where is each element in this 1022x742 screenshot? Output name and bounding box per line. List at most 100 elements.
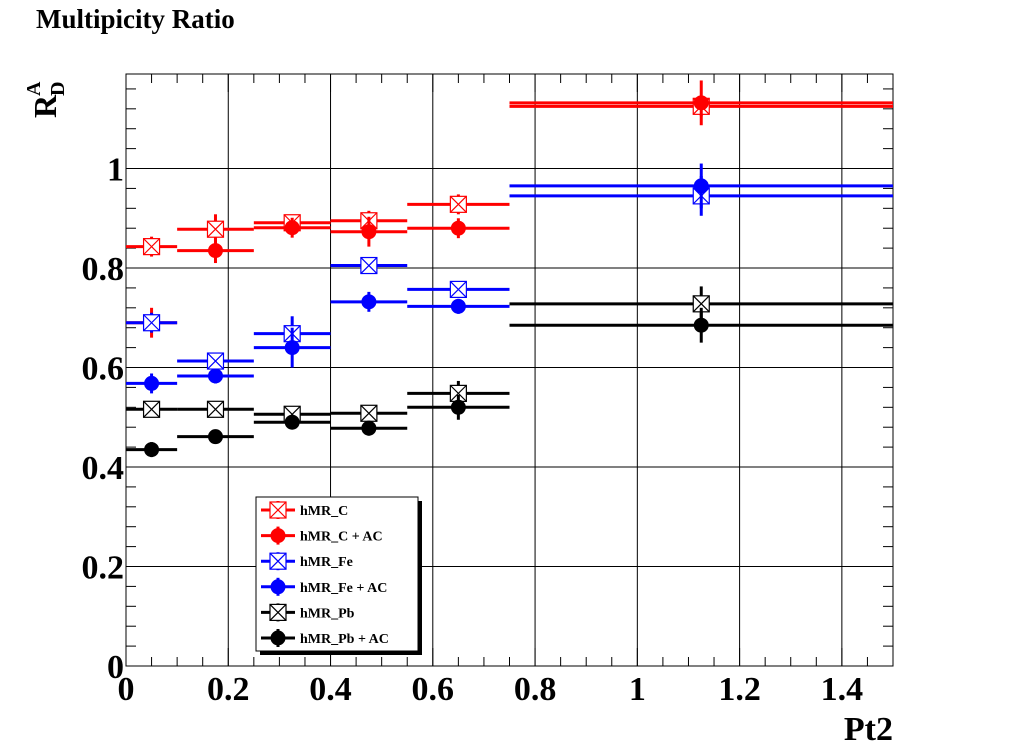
point-marker <box>207 368 223 384</box>
series-hmr-fe-ac <box>126 163 893 394</box>
data-point <box>407 218 510 239</box>
point-marker <box>361 420 377 436</box>
legend-label: hMR_Fe + AC <box>300 581 387 596</box>
data-point <box>407 194 510 215</box>
marker-cross <box>143 400 160 418</box>
data-series <box>126 80 893 458</box>
legend-label: hMR_Fe <box>300 555 353 570</box>
point-marker <box>693 95 709 111</box>
legend-entry: hMR_C + AC <box>261 526 383 545</box>
x-tick-label: 0.6 <box>412 671 455 708</box>
point-marker <box>284 414 300 430</box>
marker-cross <box>269 603 287 621</box>
data-point <box>253 414 331 430</box>
legend-label: hMR_Pb + AC <box>300 632 389 647</box>
legend-marker <box>270 528 286 544</box>
y-tick-label: 0.4 <box>82 450 125 487</box>
data-point <box>177 368 254 384</box>
marker-cross <box>449 195 467 213</box>
data-point <box>407 280 510 299</box>
point-marker <box>449 195 467 213</box>
data-point <box>126 236 178 257</box>
point-marker <box>206 220 225 238</box>
legend: hMR_C hMR_C + AC hMR_Fe hMR_Fe + AC hMR_Pb hM… <box>255 496 422 655</box>
legend-marker <box>270 579 286 595</box>
point-marker <box>144 442 160 458</box>
point-marker <box>360 404 378 422</box>
legend-marker <box>269 552 287 570</box>
data-point <box>126 373 178 394</box>
marker-cross <box>449 280 467 298</box>
data-point <box>330 404 408 422</box>
marker-cross <box>143 314 160 332</box>
marker-cross <box>360 257 378 274</box>
point-marker <box>693 317 709 333</box>
marker-cross <box>360 404 378 422</box>
point-marker <box>361 294 377 310</box>
point-marker <box>449 384 467 402</box>
legend-box <box>255 496 419 652</box>
point-marker <box>360 256 378 275</box>
y-tick-label: 0.2 <box>82 550 125 587</box>
point-marker <box>450 399 466 415</box>
data-point <box>509 80 893 126</box>
legend-label: hMR_C + AC <box>300 530 383 545</box>
x-tick-label: 0.8 <box>514 671 557 708</box>
y-axis-label-subscript: D <box>47 82 69 96</box>
axis-ticks <box>125 74 894 667</box>
point-marker <box>449 280 467 299</box>
marker-cross <box>207 400 224 418</box>
data-point <box>253 327 331 368</box>
marker-cross <box>207 220 224 238</box>
legend-label: hMR_C <box>300 504 348 519</box>
point-marker <box>693 178 709 194</box>
x-tick-label: 1 <box>629 671 646 708</box>
legend-marker <box>270 630 286 646</box>
data-point <box>253 217 331 238</box>
tick-labels: 0 0.2 0.4 0.6 0.8 1 1.2 1.4 0 0.2 0.4 0.6 0.8 1 <box>82 152 864 708</box>
y-tick-label: 0.8 <box>82 251 125 288</box>
data-point <box>126 400 178 418</box>
point-marker <box>142 314 161 332</box>
point-marker <box>207 243 223 259</box>
marker-cross <box>143 238 160 256</box>
x-tick-label: 0.2 <box>207 671 250 708</box>
data-point <box>177 429 254 445</box>
legend-entry: hMR_C <box>261 501 348 519</box>
plot-frame <box>125 73 894 667</box>
y-tick-label: 0 <box>107 649 124 686</box>
data-point <box>177 238 254 264</box>
point-marker <box>142 238 161 256</box>
data-point <box>509 163 893 209</box>
x-tick-label: 1.4 <box>821 671 864 708</box>
x-tick-label: 1.2 <box>718 671 761 708</box>
y-axis-label-main: R <box>27 94 63 118</box>
data-point <box>330 216 408 247</box>
point-marker <box>144 375 160 391</box>
grid <box>126 74 893 666</box>
legend-label: hMR_Pb <box>300 606 355 621</box>
marker-cross <box>207 352 224 370</box>
series-hmr-c <box>126 96 893 257</box>
y-axis-label-superscript: A <box>23 81 45 96</box>
data-point <box>177 352 254 370</box>
legend-entry: hMR_Fe + AC <box>261 577 387 596</box>
legend-entry: hMR_Pb + AC <box>261 629 389 647</box>
point-marker <box>206 400 225 418</box>
legend-marker <box>269 501 287 519</box>
legend-entry: hMR_Pb <box>261 603 355 622</box>
y-tick-label: 0.6 <box>82 351 125 388</box>
marker-cross <box>449 384 467 402</box>
marker-cross <box>692 295 710 313</box>
data-point <box>330 291 408 312</box>
data-point <box>509 286 893 322</box>
legend-marker <box>269 603 287 622</box>
chart-title: Multipicity Ratio <box>36 4 235 34</box>
data-point <box>407 298 510 314</box>
data-point <box>126 442 178 458</box>
y-tick-label: 1 <box>107 152 124 189</box>
point-marker <box>361 224 377 240</box>
series-hmr-pb-ac <box>126 307 893 458</box>
point-marker <box>450 220 466 236</box>
